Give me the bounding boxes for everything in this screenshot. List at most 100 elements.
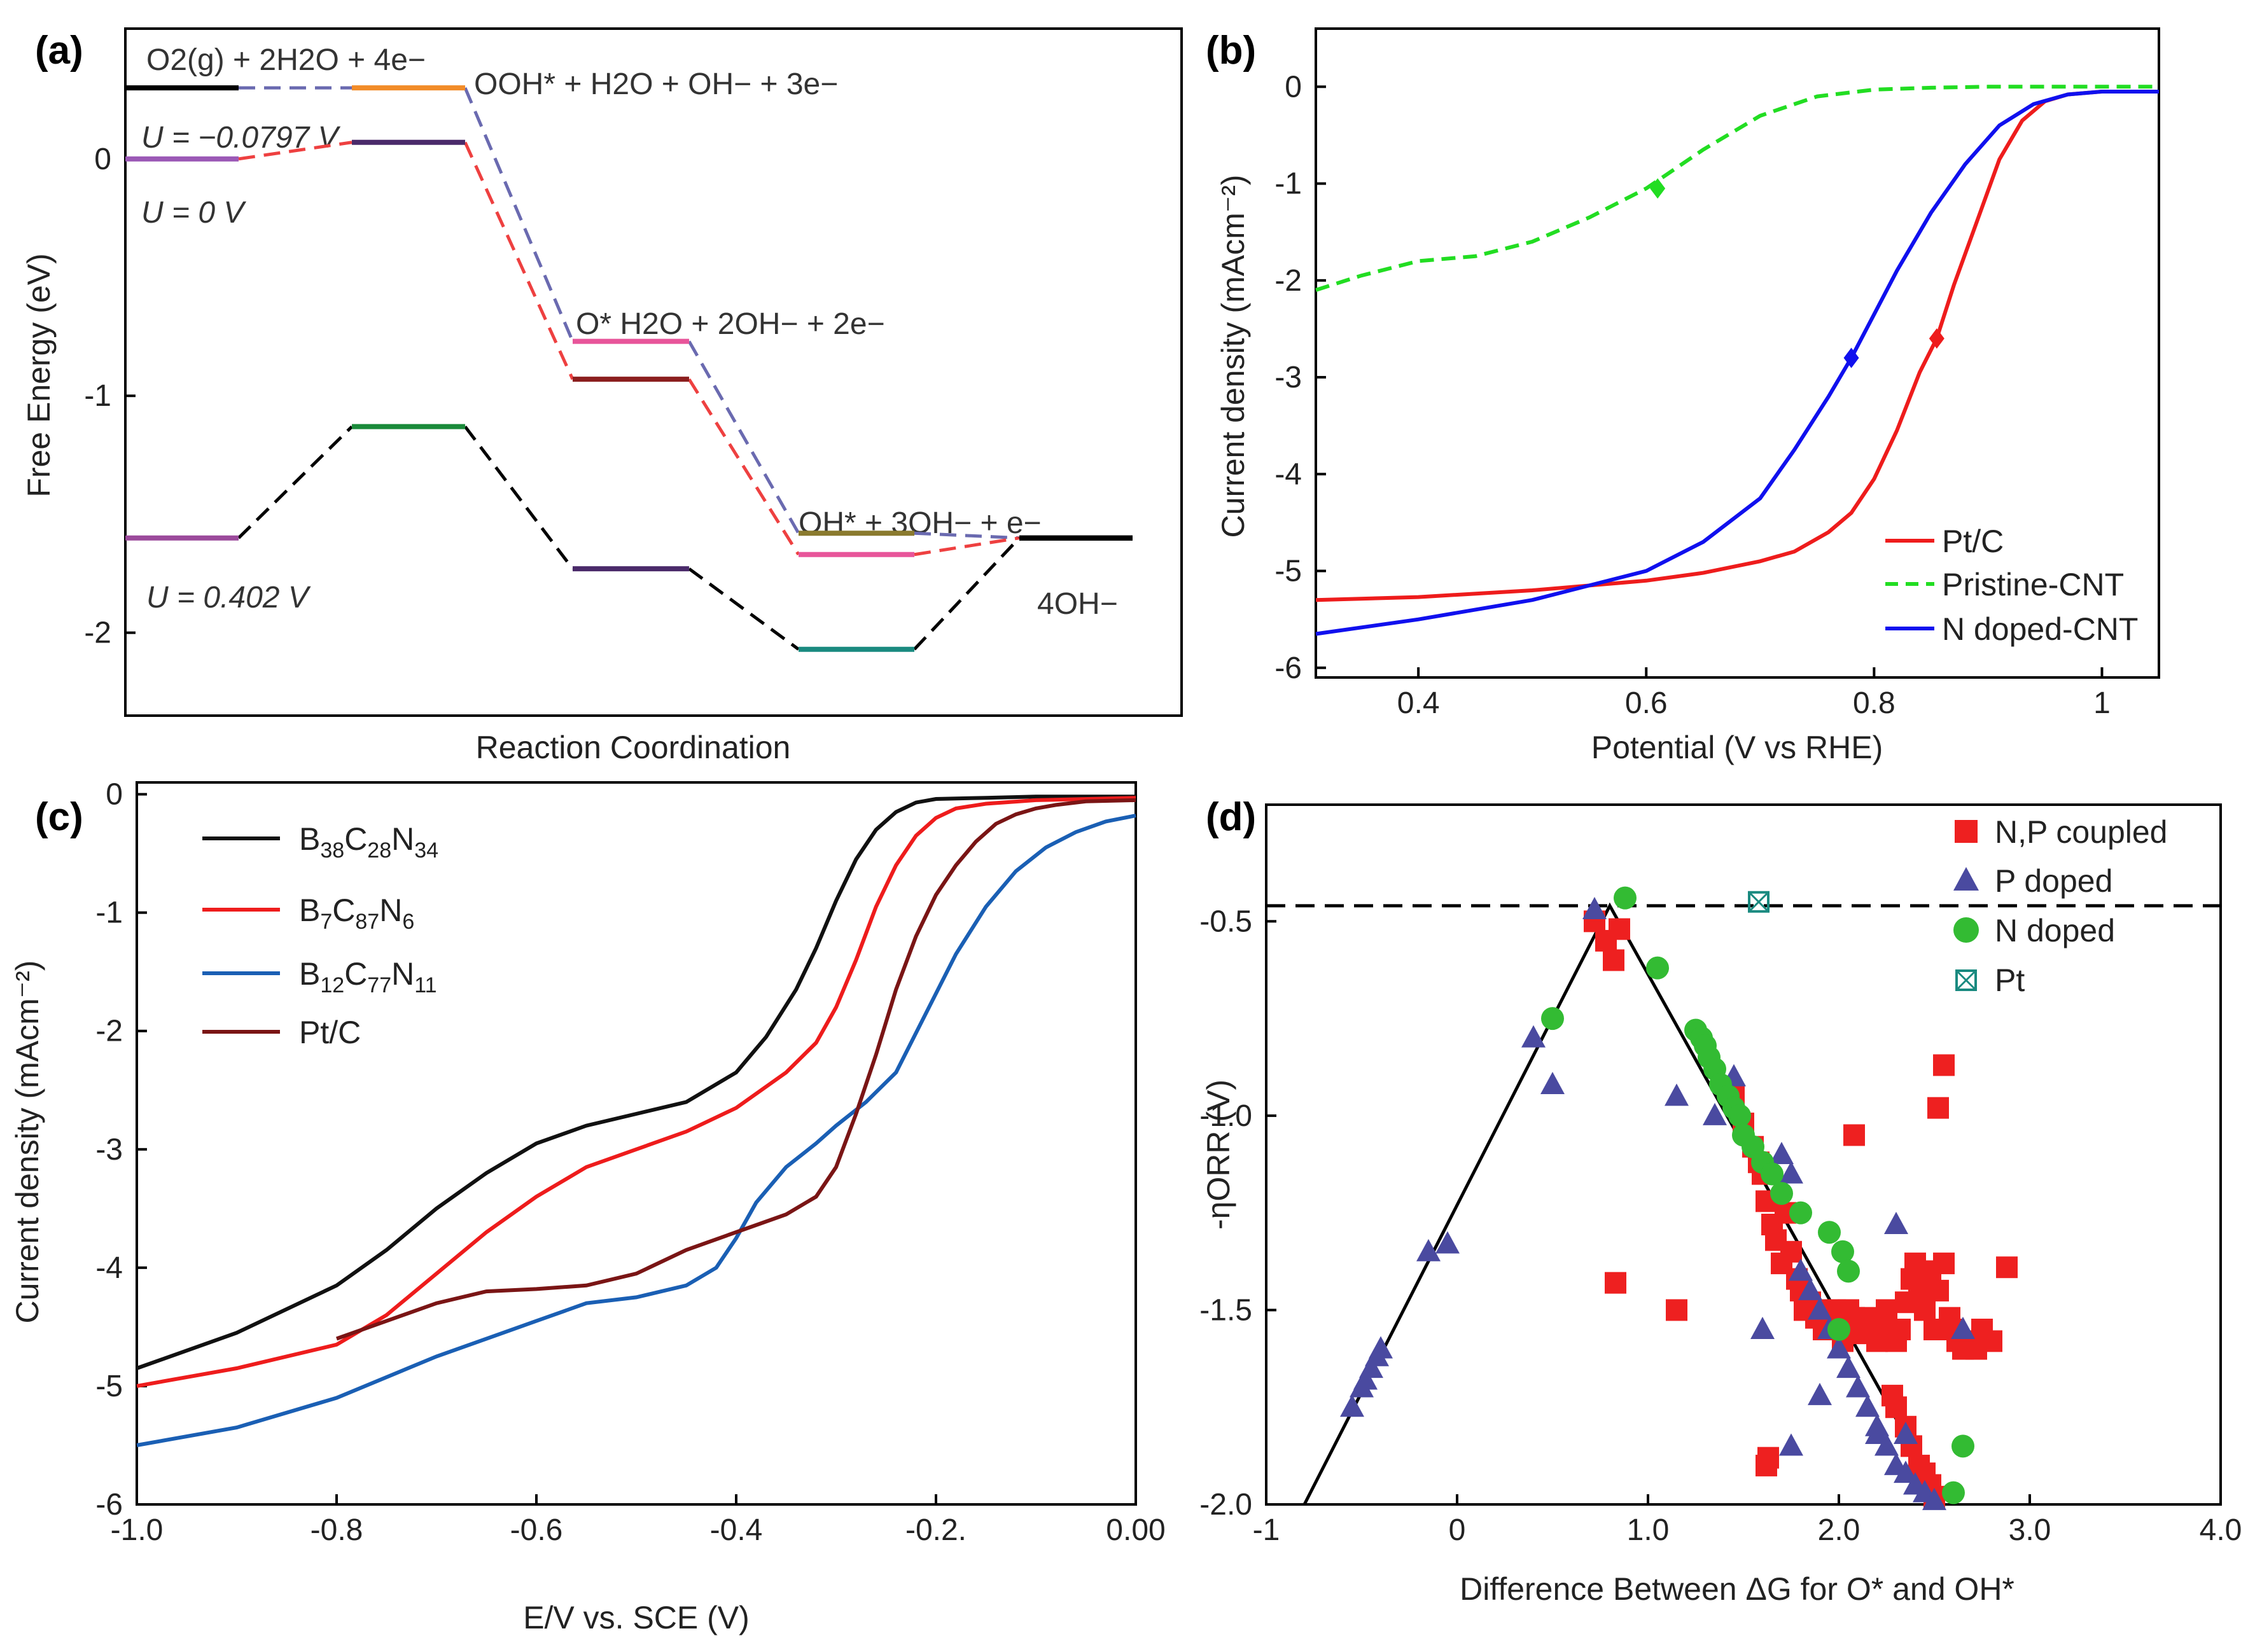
a-connector-s2-0 — [237, 425, 353, 539]
d-xtick-label-1: 0 — [1449, 1513, 1466, 1547]
d-point-s1-3 — [1359, 1356, 1383, 1378]
b-xtick-label-2: 0.8 — [1853, 686, 1895, 720]
d-point-s3-0-box — [1748, 891, 1770, 913]
a-connector-s1-1 — [463, 141, 575, 380]
b-line-2 — [1315, 90, 2159, 636]
b-marker-0 — [1929, 328, 1944, 349]
a-connector-s2-2 — [688, 567, 800, 651]
d-point-s2-21 — [1837, 1260, 1860, 1283]
d-xtick-label-5: 4.0 — [2200, 1513, 2241, 1547]
a-potential-label-2: U = 0 V — [141, 196, 246, 230]
d-point-s0-56 — [1996, 1256, 2018, 1279]
d-point-s2-20 — [1831, 1240, 1854, 1263]
a-connector-s0-2 — [687, 340, 800, 534]
panel-d-frame — [1265, 803, 2222, 1506]
d-ytick-label-1: -1.0 — [1199, 1099, 1252, 1133]
a-ylabel: Free Energy (eV) — [21, 253, 57, 497]
d-point-s1-22 — [1836, 1356, 1861, 1378]
b-xtick-label-1: 0.6 — [1625, 686, 1668, 720]
panel-label-d: (d) — [1206, 795, 1256, 839]
d-point-s2-22 — [1942, 1481, 1965, 1504]
c-ytick-label-6: -6 — [95, 1488, 123, 1522]
d-point-s1-5 — [1369, 1336, 1393, 1359]
d-point-s1-21 — [1827, 1336, 1851, 1359]
plot-layer: 0 -1 -2 0 -1 -2 -3 -4 -5 -6 0.4 0.6 0.8 1 0 -1 -2 -3 -4 -5 -… — [84, 70, 2241, 1547]
d-point-s1-14 — [1750, 1317, 1775, 1339]
b-legend-ptc: Pt/C — [1942, 524, 2004, 559]
c-xlabel: E/V vs. SCE (V) — [523, 1600, 750, 1635]
b-ytick-label-6: -6 — [1274, 651, 1302, 685]
d-legend-pt: Pt — [1995, 962, 2025, 998]
c-legend: B38C28N34 B7C87N6 B12C77N11 Pt/C — [202, 821, 438, 1050]
c-ytick-label-4: -4 — [95, 1251, 123, 1285]
d-legend-marker-p — [1953, 867, 1979, 891]
b-marker-2 — [1843, 347, 1859, 368]
a-connector-s1-2 — [687, 378, 800, 556]
c-ytick-label-1: -1 — [95, 896, 123, 930]
d-point-s1-35 — [1779, 1433, 1803, 1456]
d-point-s2-11 — [1728, 1104, 1751, 1127]
a-step-label-2: OOH* + H2O + OH− + 3e− — [474, 67, 838, 101]
b-ytick-label-5: -5 — [1274, 555, 1302, 588]
d-point-s1-16 — [1779, 1161, 1803, 1184]
panel-c-frame — [136, 781, 1137, 1506]
a-ytick-label-0: 0 — [94, 142, 111, 176]
d-point-s0-58 — [1927, 1097, 1949, 1119]
d-point-s0-5 — [1666, 1299, 1687, 1321]
d-legend: N,P coupled P doped N doped Pt — [1953, 814, 2167, 998]
d-point-s0-57 — [1933, 1054, 1955, 1076]
panel-b-frame — [1315, 27, 2160, 679]
c-xtick-label-5: 0.00 — [1106, 1513, 1165, 1547]
panel-label-c: (c) — [35, 795, 83, 839]
c-ytick-label-2: -2 — [95, 1015, 123, 1048]
c-xtick-label-4: -0.2. — [905, 1513, 967, 1547]
d-legend-n: N doped — [1995, 913, 2115, 948]
d-ytick-label-0: -0.5 — [1199, 905, 1252, 938]
c-line-3 — [335, 798, 1136, 1341]
c-line-2 — [136, 814, 1136, 1447]
d-point-s0-4 — [1605, 1272, 1626, 1294]
d-point-s2-16 — [1770, 1182, 1793, 1205]
b-ylabel: Current density (mAcm⁻²) — [1215, 175, 1251, 538]
d-point-s2-23 — [1951, 1434, 1974, 1458]
d-legend-np: N,P coupled — [1995, 814, 2167, 850]
d-ylabel: -ηORR (V) — [1201, 1079, 1236, 1230]
c-ytick-label-3: -3 — [95, 1133, 123, 1167]
d-point-s1-23 — [1846, 1375, 1870, 1398]
d-ytick-label-2: -1.5 — [1199, 1293, 1252, 1327]
a-connector-s2-3 — [913, 536, 1021, 651]
b-ytick-label-3: -3 — [1274, 361, 1302, 394]
d-point-s0-16 — [1780, 1240, 1802, 1263]
d-point-s0-47 — [1933, 1253, 1955, 1275]
b-ytick-label-4: -4 — [1274, 457, 1302, 491]
d-point-s1-28 — [1894, 1461, 1918, 1483]
a-xlabel: Reaction Coordination — [476, 730, 791, 765]
d-xtick-label-4: 3.0 — [2009, 1513, 2051, 1547]
d-xtick-label-2: 1.0 — [1627, 1513, 1670, 1547]
d-point-s2-1 — [1614, 886, 1637, 910]
c-xtick-label-2: -0.6 — [510, 1513, 563, 1547]
a-step-label-1: O2(g) + 2H2O + 4e− — [146, 43, 426, 77]
d-legend-p: P doped — [1995, 863, 2112, 899]
c-legend-4: Pt/C — [299, 1015, 361, 1050]
d-point-s0-69 — [1881, 1384, 1903, 1406]
d-point-s0-61 — [1757, 1447, 1779, 1469]
c-ytick-label-0: 0 — [106, 778, 123, 812]
panel-label-a: (a) — [35, 29, 83, 73]
b-ytick-label-1: -1 — [1274, 167, 1302, 201]
c-legend-1: B38C28N34 — [299, 821, 438, 863]
b-legend: Pt/C Pristine-CNT N doped-CNT — [1885, 524, 2138, 647]
b-ytick-label-0: 0 — [1285, 70, 1302, 104]
c-line-1 — [136, 796, 1136, 1388]
b-legend-pristine: Pristine-CNT — [1942, 567, 2124, 602]
c-legend-3: B12C77N11 — [299, 956, 437, 997]
c-ytick-label-5: -5 — [95, 1370, 123, 1403]
d-volcano-line — [1302, 902, 1946, 1506]
d-point-s2-2 — [1646, 956, 1669, 980]
d-xtick-label-0: -1 — [1253, 1513, 1280, 1547]
c-xtick-label-1: -0.8 — [311, 1513, 363, 1547]
d-point-s1-11 — [1665, 1083, 1689, 1106]
d-point-s1-37 — [1894, 1422, 1918, 1444]
b-legend-ndoped: N doped-CNT — [1942, 611, 2138, 647]
